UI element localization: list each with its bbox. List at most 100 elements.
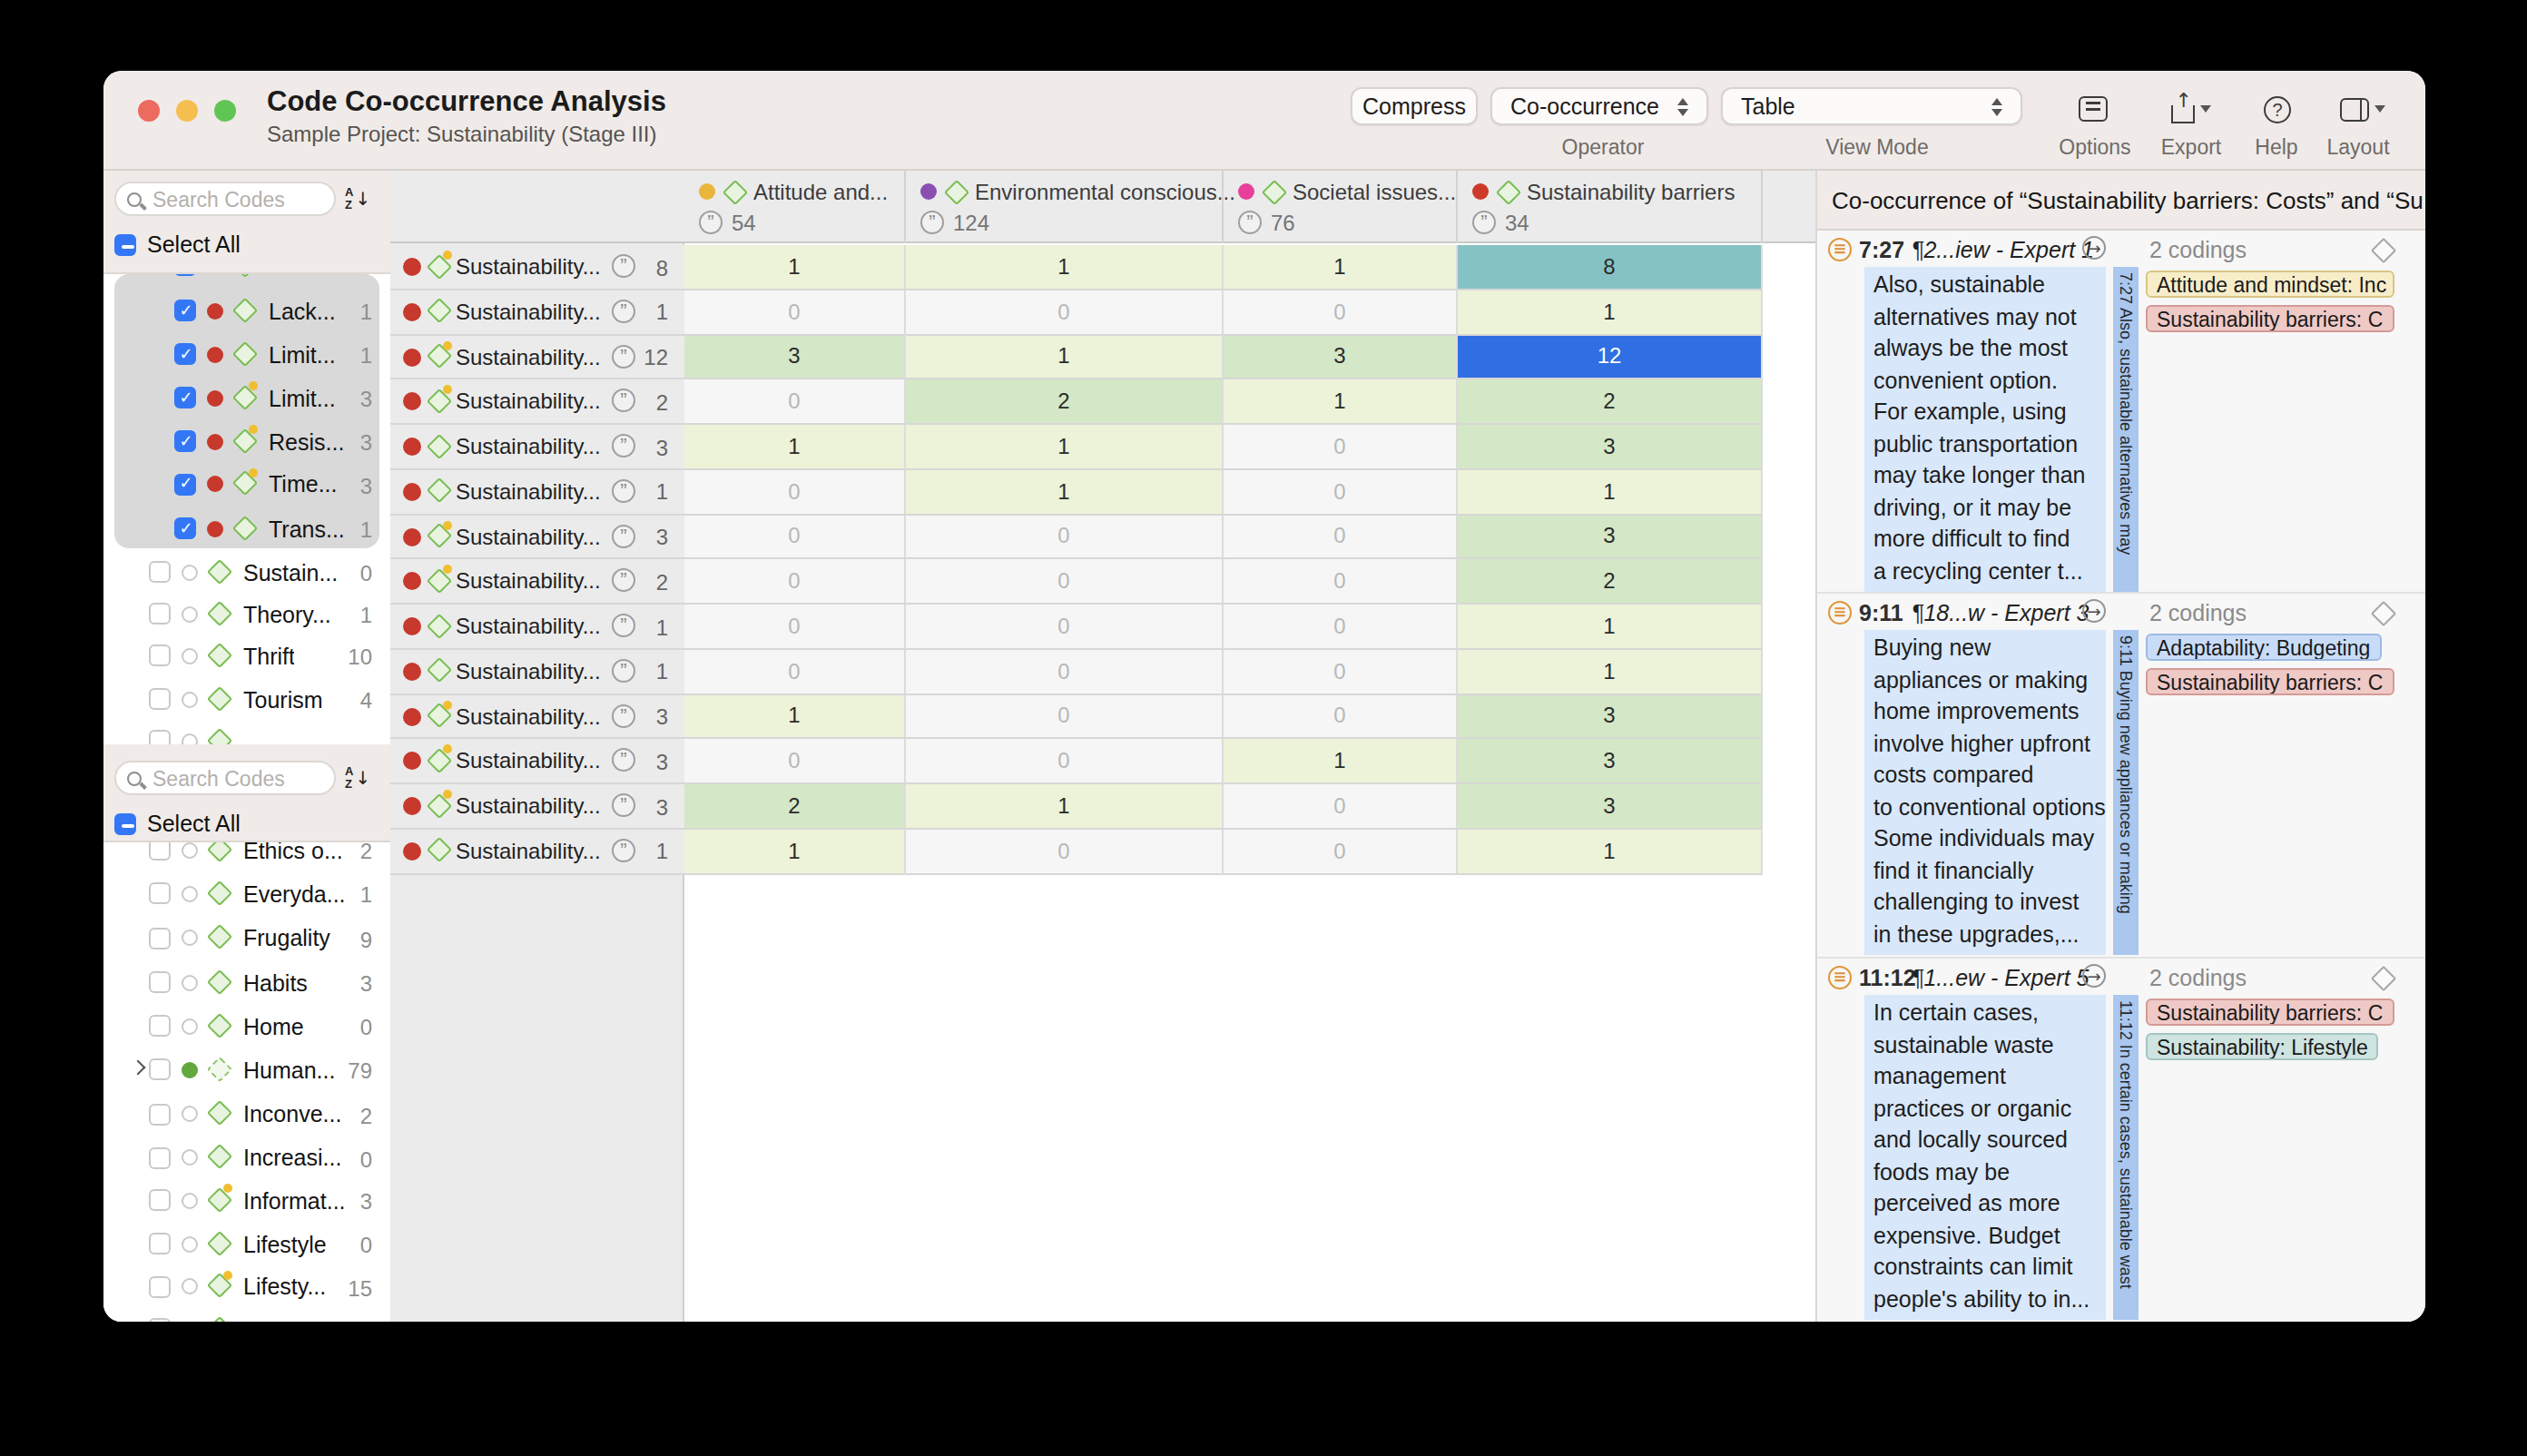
code-checkbox[interactable] [149, 1015, 171, 1037]
memo-diamond-icon[interactable] [2369, 964, 2398, 993]
row-header[interactable]: Sustainability... ” 1 [390, 830, 684, 875]
row-header[interactable]: Sustainability... ” 1 [390, 470, 684, 516]
code-checkbox[interactable] [149, 882, 171, 904]
co-occurrence-cell[interactable]: 2 [906, 380, 1224, 426]
code-list-item[interactable] [103, 1311, 390, 1322]
co-occurrence-cell[interactable]: 0 [1224, 605, 1458, 650]
code-checkbox[interactable] [174, 387, 196, 408]
code-list-item[interactable]: Informat... 3 [103, 1182, 390, 1218]
co-occurrence-cell[interactable]: 0 [906, 605, 1224, 650]
code-list-item[interactable]: Trans... 1 [103, 510, 390, 546]
code-list-item[interactable]: Limit... 3 [103, 379, 390, 416]
code-checkbox[interactable] [149, 644, 171, 666]
co-occurrence-cell[interactable]: 3 [1458, 694, 1763, 740]
segment-text[interactable]: In certain cases, sustainable waste mana… [1864, 995, 2106, 1320]
code-list-item[interactable]: Everyda... 1 [103, 875, 390, 911]
co-occurrence-cell[interactable]: 1 [684, 830, 906, 875]
coding-stripe[interactable]: 11:12 In certain cases, sustainable wast [2113, 995, 2139, 1320]
co-occurrence-cell[interactable]: 2 [684, 784, 906, 830]
co-occurrence-cell[interactable]: 1 [684, 694, 906, 740]
row-header[interactable]: Sustainability... ” 3 [390, 740, 684, 785]
co-occurrence-cell[interactable]: 0 [684, 380, 906, 426]
co-occurrence-cell[interactable]: 1 [1224, 740, 1458, 785]
co-occurrence-cell[interactable]: 0 [906, 560, 1224, 605]
co-occurrence-cell[interactable]: 8 [1458, 245, 1763, 290]
co-occurrence-cell[interactable]: 1 [684, 245, 906, 290]
sort-az-icon[interactable]: AZ↓ [345, 761, 381, 793]
row-header[interactable]: Sustainability... ” 3 [390, 694, 684, 740]
co-occurrence-cell[interactable]: 0 [1224, 425, 1458, 470]
code-list-item[interactable] [103, 274, 390, 283]
co-occurrence-cell[interactable]: 1 [1458, 470, 1763, 516]
goto-source-icon[interactable]: → [2082, 236, 2106, 260]
sort-az-icon[interactable]: AZ↓ [345, 182, 381, 214]
row-header[interactable]: Sustainability... ” 12 [390, 335, 684, 380]
code-list-item[interactable]: Resis... 3 [103, 423, 390, 459]
code-checkbox[interactable] [174, 517, 196, 539]
code-list-item[interactable]: Lifesty... 15 [103, 1268, 390, 1304]
code-checkbox[interactable] [149, 603, 171, 625]
code-checkbox[interactable] [149, 1233, 171, 1254]
co-occurrence-cell[interactable]: 0 [1224, 830, 1458, 875]
code-list-item[interactable]: Frugality 9 [103, 920, 390, 956]
co-occurrence-cell[interactable]: 3 [1458, 425, 1763, 470]
co-occurrence-cell[interactable]: 1 [1458, 830, 1763, 875]
zoom-traffic-light[interactable] [214, 100, 236, 122]
coding-stripe[interactable]: 9:11 Buying new appliances or making [2113, 630, 2139, 955]
memo-diamond-icon[interactable] [2369, 599, 2398, 628]
code-checkbox[interactable] [149, 561, 171, 583]
column-header[interactable]: Environmental conscious... ” 124 [906, 171, 1224, 243]
code-tag[interactable]: Attitude and mindset: Inc [2146, 271, 2394, 298]
code-checkbox[interactable] [149, 1318, 171, 1322]
select-all-row-1[interactable]: Select All [114, 232, 241, 258]
co-occurrence-cell[interactable]: 0 [1224, 694, 1458, 740]
co-occurrence-cell[interactable]: 0 [684, 290, 906, 336]
row-header[interactable]: Sustainability... ” 8 [390, 245, 684, 290]
code-list-item[interactable]: Inconve... 2 [103, 1096, 390, 1132]
co-occurrence-cell[interactable]: 1 [1224, 245, 1458, 290]
code-list-item[interactable]: Sustain... 0 [103, 554, 390, 590]
row-header[interactable]: Sustainability... ” 3 [390, 425, 684, 470]
code-checkbox[interactable] [149, 1146, 171, 1168]
code-list-item[interactable]: Increasi... 0 [103, 1139, 390, 1176]
column-header[interactable]: Attitude and... ” 54 [684, 171, 906, 243]
memo-diamond-icon[interactable] [2369, 236, 2398, 265]
co-occurrence-cell[interactable]: 0 [906, 740, 1224, 785]
code-list-item[interactable]: Lifestyle 0 [103, 1225, 390, 1262]
co-occurrence-cell[interactable]: 2 [1458, 560, 1763, 605]
segment-text[interactable]: Also, sustainable alternatives may not a… [1864, 267, 2106, 592]
co-occurrence-cell[interactable]: 0 [1224, 515, 1458, 560]
co-occurrence-cell[interactable]: 0 [1224, 560, 1458, 605]
search-codes-input[interactable] [152, 762, 330, 793]
co-occurrence-cell[interactable]: 3 [1458, 515, 1763, 560]
code-list-item[interactable]: Limit... 1 [103, 336, 390, 372]
code-list-item[interactable]: Thrift 10 [103, 637, 390, 674]
code-tag[interactable]: Sustainability barriers: C [2146, 667, 2394, 694]
co-occurrence-cell[interactable]: 12 [1458, 335, 1763, 380]
row-header[interactable]: Sustainability... ” 3 [390, 515, 684, 560]
co-occurrence-cell[interactable]: 0 [906, 694, 1224, 740]
code-tag[interactable]: Sustainability barriers: C [2146, 304, 2394, 331]
layout-button[interactable] [2340, 91, 2385, 127]
code-checkbox[interactable] [149, 1058, 171, 1080]
code-checkbox[interactable] [149, 688, 171, 710]
row-header[interactable]: Sustainability... ” 3 [390, 784, 684, 830]
code-list-item[interactable]: Ethics o... 2 [103, 842, 390, 868]
search-codes-box[interactable] [114, 761, 336, 795]
co-occurrence-cell[interactable]: 1 [906, 245, 1224, 290]
co-occurrence-cell[interactable]: 0 [906, 650, 1224, 695]
search-codes-box[interactable] [114, 182, 336, 216]
code-tag[interactable]: Sustainability: Lifestyle [2146, 1032, 2379, 1059]
code-checkbox[interactable] [149, 730, 171, 744]
co-occurrence-cell[interactable]: 0 [1224, 290, 1458, 336]
column-header[interactable]: Sustainability barriers ” 34 [1458, 171, 1763, 243]
minimize-traffic-light[interactable] [176, 100, 198, 122]
co-occurrence-cell[interactable]: 0 [1224, 784, 1458, 830]
code-list-item[interactable]: Habits 3 [103, 964, 390, 1000]
segment-text[interactable]: Buying new appliances or making home imp… [1864, 630, 2106, 955]
code-checkbox[interactable] [149, 842, 171, 861]
co-occurrence-cell[interactable]: 0 [906, 515, 1224, 560]
code-list-item[interactable]: Theory... 1 [103, 595, 390, 632]
code-tag[interactable]: Sustainability barriers: C [2146, 999, 2394, 1026]
goto-source-icon[interactable]: → [2082, 964, 2106, 988]
